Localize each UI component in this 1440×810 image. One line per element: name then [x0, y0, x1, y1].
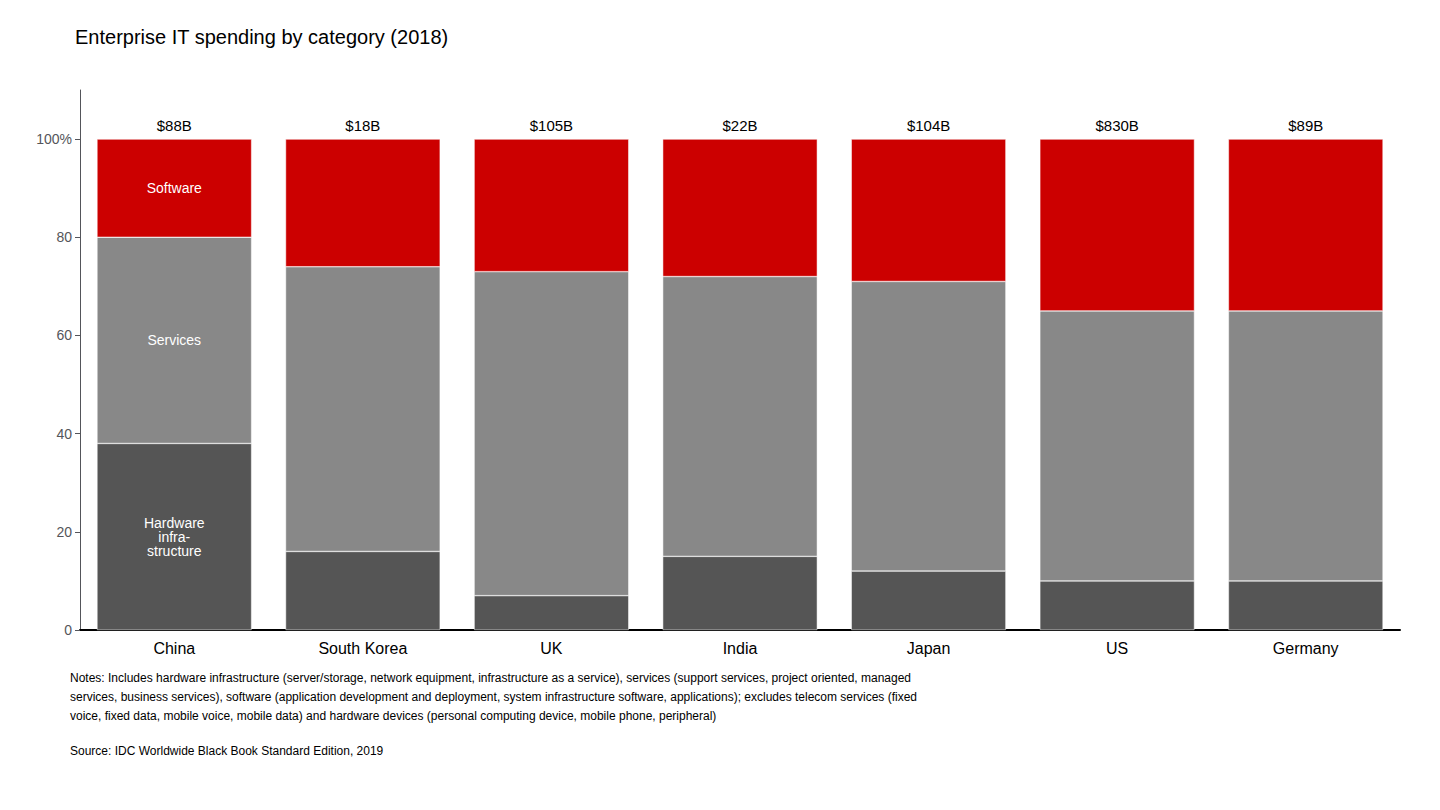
svg-text:India: India: [723, 640, 758, 657]
svg-text:UK: UK: [540, 640, 563, 657]
svg-text:$88B: $88B: [157, 117, 192, 134]
svg-text:$105B: $105B: [530, 117, 573, 134]
svg-text:South Korea: South Korea: [318, 640, 407, 657]
svg-text:40: 40: [56, 426, 72, 442]
svg-text:100%: 100%: [36, 131, 72, 147]
svg-text:$89B: $89B: [1288, 117, 1323, 134]
svg-text:Source: IDC Worldwide Black Bo: Source: IDC Worldwide Black Book Standar…: [70, 744, 384, 758]
svg-text:$830B: $830B: [1095, 117, 1138, 134]
svg-text:voice, fixed data, mobile voic: voice, fixed data, mobile voice, mobile …: [70, 709, 716, 723]
svg-text:China: China: [153, 640, 195, 657]
svg-text:US: US: [1106, 640, 1128, 657]
svg-text:0: 0: [64, 622, 72, 638]
svg-text:infra-: infra-: [158, 528, 191, 545]
svg-text:$22B: $22B: [722, 117, 757, 134]
svg-text:Software: Software: [147, 180, 202, 196]
svg-text:20: 20: [56, 524, 72, 540]
svg-text:$104B: $104B: [907, 117, 950, 134]
svg-text:Notes: Includes hardware infra: Notes: Includes hardware infrastructure …: [70, 671, 911, 685]
svg-text:Germany: Germany: [1273, 640, 1339, 657]
svg-text:60: 60: [56, 327, 72, 343]
svg-text:Japan: Japan: [907, 640, 951, 657]
svg-text:Hardware: Hardware: [143, 514, 205, 531]
svg-text:Services: Services: [147, 332, 201, 348]
svg-text:services, business services),: services, business services), software (…: [70, 690, 917, 704]
svg-text:80: 80: [56, 229, 72, 245]
svg-text:Enterprise IT spending by cate: Enterprise IT spending by category (2018…: [75, 26, 448, 48]
svg-text:structure: structure: [147, 543, 202, 559]
svg-text:$18B: $18B: [345, 117, 380, 134]
